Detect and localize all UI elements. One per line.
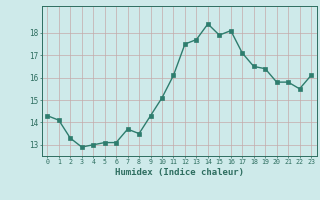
X-axis label: Humidex (Indice chaleur): Humidex (Indice chaleur): [115, 168, 244, 177]
